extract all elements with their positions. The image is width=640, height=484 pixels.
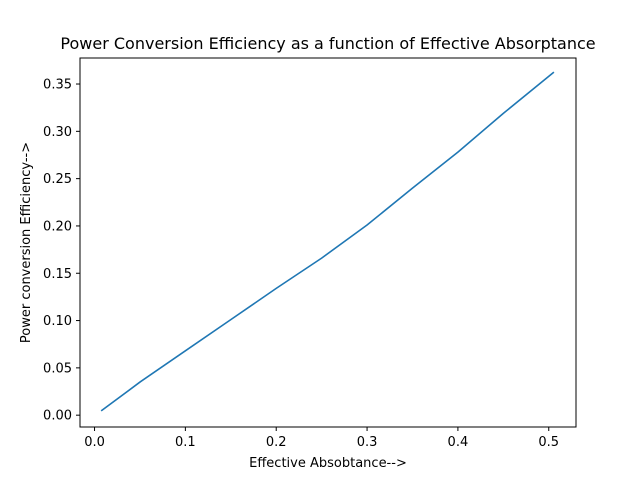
y-tick-label: 0.00 [43, 409, 72, 424]
y-tick-label: 0.30 [43, 125, 72, 140]
plot-area [100, 71, 555, 412]
y-axis-label: Power conversion Efficiency--> [19, 142, 34, 343]
chart-title: Power Conversion Efficiency as a functio… [60, 34, 595, 53]
axes-frame [79, 57, 577, 428]
x-tick-label: 0.1 [175, 435, 196, 450]
x-tick-label: 0.5 [538, 435, 559, 450]
y-axis-ticks: 0.00 0.05 0.10 0.15 0.20 0.25 0.30 0.35 [43, 78, 80, 424]
y-tick-label: 0.05 [43, 361, 72, 376]
x-tick-label: 0.2 [266, 435, 287, 450]
y-tick-label: 0.35 [43, 78, 72, 93]
y-tick-label: 0.20 [43, 219, 72, 234]
x-tick-label: 0.3 [357, 435, 378, 450]
y-tick-label: 0.25 [43, 172, 72, 187]
x-axis-label: Effective Absobtance--> [249, 456, 407, 471]
y-tick-label: 0.10 [43, 314, 72, 329]
y-tick-label: 0.15 [43, 267, 72, 282]
x-axis-ticks: 0.0 0.1 0.2 0.3 0.4 0.5 [84, 427, 559, 450]
series-line [100, 71, 555, 412]
x-tick-label: 0.0 [84, 435, 105, 450]
x-tick-label: 0.4 [448, 435, 469, 450]
